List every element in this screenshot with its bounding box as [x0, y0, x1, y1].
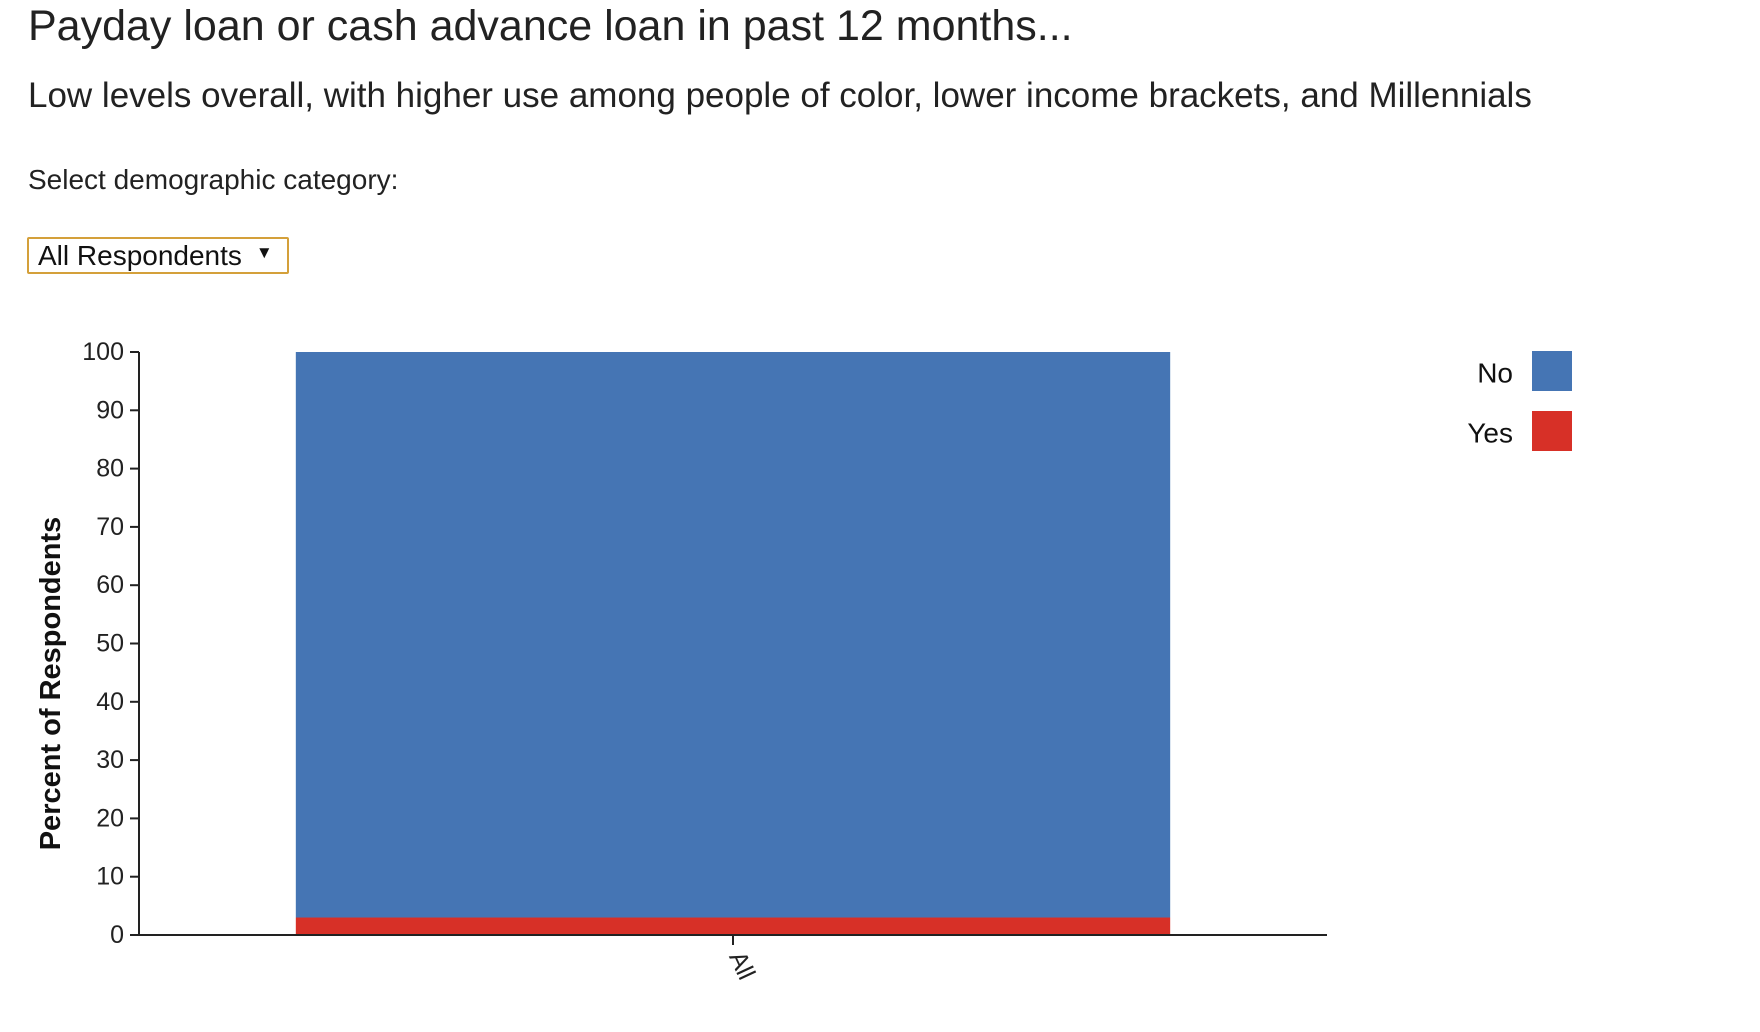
legend: No Yes [1467, 351, 1572, 451]
y-tick-label: 50 [96, 630, 124, 658]
bar-segment-yes-all [295, 917, 1171, 935]
y-axis: 0 10 20 30 40 50 60 70 80 90 100 [82, 338, 140, 949]
y-tick-label: 60 [96, 571, 124, 599]
legend-label-yes: Yes [1467, 418, 1513, 449]
demographic-select-label: Select demographic category: [28, 164, 399, 195]
chart-title: Payday loan or cash advance loan in past… [28, 2, 1073, 50]
axis-titles: Percent of Respondents [35, 517, 67, 851]
x-axis: All [139, 934, 1327, 984]
chart-subtitle: Low levels overall, with higher use amon… [28, 76, 1532, 115]
y-tick-label: 100 [82, 338, 124, 366]
demographic-select-value: All Respondents [38, 239, 242, 271]
demographic-select[interactable]: All Respondents ▼ [27, 237, 289, 274]
x-tick-label: All [723, 947, 760, 984]
bar-segment-no-all [295, 352, 1171, 918]
bars-layer [295, 352, 1171, 935]
y-tick-label: 20 [96, 804, 124, 832]
y-tick-label: 30 [96, 746, 124, 774]
legend-swatch-yes [1532, 411, 1572, 451]
y-axis-title: Percent of Respondents [35, 517, 67, 851]
y-tick-label: 10 [96, 863, 124, 891]
y-tick-label: 0 [110, 921, 124, 949]
y-tick-label: 90 [96, 396, 124, 424]
caret-down-icon: ▼ [255, 243, 273, 262]
y-tick-label: 70 [96, 513, 124, 541]
legend-label-no: No [1477, 358, 1513, 389]
legend-swatch-no [1532, 351, 1572, 391]
y-tick-label: 80 [96, 455, 124, 483]
y-tick-label: 40 [96, 688, 124, 716]
